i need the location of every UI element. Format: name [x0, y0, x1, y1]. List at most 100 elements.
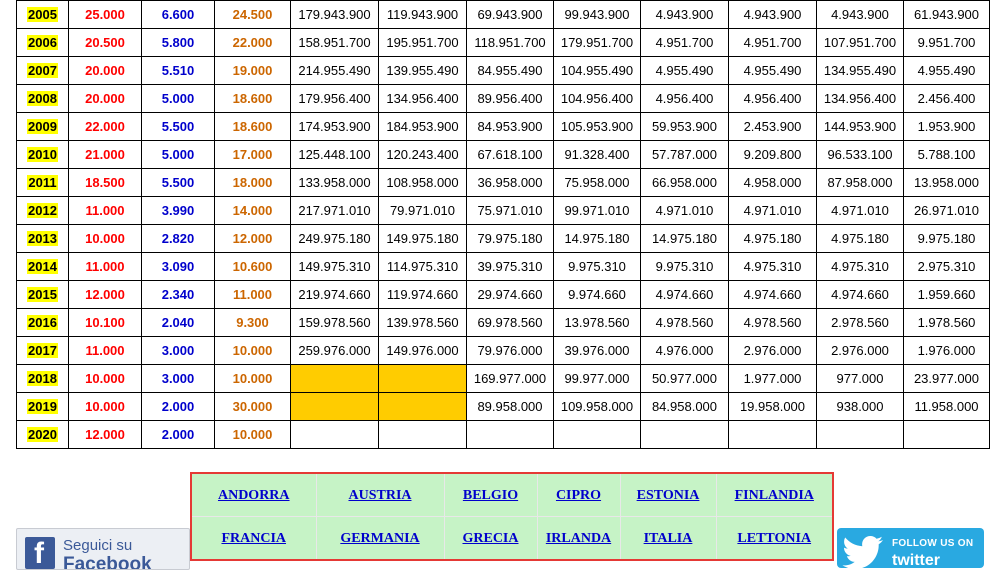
country-cell: LETTONIA: [715, 516, 834, 561]
country-link-cipro[interactable]: CIPRO: [555, 488, 602, 503]
twitter-line2: twitter: [892, 552, 940, 568]
mintage-c1-cell: 10.000: [68, 224, 142, 253]
value-cell: 9.974.660: [553, 280, 641, 309]
value-cell: [728, 420, 817, 449]
value-cell: 4.951.700: [640, 28, 729, 57]
value-cell: [640, 420, 729, 449]
value-cell: 14.975.180: [553, 224, 641, 253]
value-cell: 179.943.900: [290, 0, 379, 29]
country-link-germania[interactable]: GERMANIA: [340, 531, 420, 546]
mintage-c2-cell: 3.990: [141, 196, 215, 225]
mintage-c1-cell: 10.000: [68, 392, 142, 421]
year-cell: 2012: [16, 196, 69, 225]
table-row: 2015 12.000 2.340 11.000 219.974.660 119.974.…: [16, 280, 990, 309]
year-label: 2017: [27, 343, 58, 358]
mintage-c1-cell: 20.000: [68, 56, 142, 85]
value-cell: [466, 420, 554, 449]
value-cell: 118.951.700: [466, 28, 554, 57]
mintage-c3-cell: 18.600: [214, 112, 291, 141]
year-label: 2010: [27, 147, 58, 162]
value-cell: 67.618.100: [466, 140, 554, 169]
value-cell: [903, 420, 990, 449]
country-link-francia[interactable]: FRANCIA: [221, 531, 287, 546]
country-cell: GRECIA: [443, 516, 538, 561]
country-link-lettonia[interactable]: LETTONIA: [737, 531, 812, 546]
mintage-c2-cell: 2.040: [141, 308, 215, 337]
value-cell: 104.956.400: [553, 84, 641, 113]
country-link-austria[interactable]: AUSTRIA: [348, 488, 412, 503]
value-cell: 2.453.900: [728, 112, 817, 141]
coin-mintage-table-wrapper: 2005 25.000 6.600 24.500 179.943.900 119.943.…: [16, 0, 990, 449]
year-label: 2006: [27, 35, 58, 50]
value-cell: 149.976.000: [378, 336, 467, 365]
mintage-c3-cell: 10.000: [214, 364, 291, 393]
value-cell: 84.953.900: [466, 112, 554, 141]
country-link-irlanda[interactable]: IRLANDA: [545, 531, 612, 546]
value-cell: 29.974.660: [466, 280, 554, 309]
value-cell: 139.978.560: [378, 308, 467, 337]
value-cell: 174.953.900: [290, 112, 379, 141]
value-cell: 134.956.400: [816, 84, 904, 113]
year-label: 2018: [27, 371, 58, 386]
mintage-c1-cell: 11.000: [68, 336, 142, 365]
country-link-italia[interactable]: ITALIA: [643, 531, 693, 546]
year-label: 2009: [27, 119, 58, 134]
country-links-table: ANDORRA AUSTRIA BELGIO CIPRO ESTONIA FINLANDI…: [190, 472, 834, 561]
mintage-c2-cell: 5.500: [141, 112, 215, 141]
value-cell: 107.951.700: [816, 28, 904, 57]
value-cell: 36.958.000: [466, 168, 554, 197]
year-cell: 2014: [16, 252, 69, 281]
mintage-c2-cell: 6.600: [141, 0, 215, 29]
country-link-grecia[interactable]: GRECIA: [462, 531, 519, 546]
mintage-c1-cell: 25.000: [68, 0, 142, 29]
year-label: 2019: [27, 399, 58, 414]
country-row: ANDORRA AUSTRIA BELGIO CIPRO ESTONIA FINLANDI…: [190, 472, 834, 517]
year-cell: 2010: [16, 140, 69, 169]
highlighted-empty-cell: [290, 364, 379, 393]
year-cell: 2013: [16, 224, 69, 253]
mintage-c1-cell: 11.000: [68, 252, 142, 281]
value-cell: [816, 420, 904, 449]
table-row: 2013 10.000 2.820 12.000 249.975.180 149.975.…: [16, 224, 990, 253]
value-cell: 1.976.000: [903, 336, 990, 365]
value-cell: 2.456.400: [903, 84, 990, 113]
value-cell: 89.958.000: [466, 392, 554, 421]
value-cell: 105.953.900: [553, 112, 641, 141]
facebook-line1: Seguici su: [63, 537, 133, 554]
value-cell: 1.959.660: [903, 280, 990, 309]
facebook-follow-button[interactable]: f Seguici su Facebook: [16, 528, 190, 570]
value-cell: 114.975.310: [378, 252, 467, 281]
country-link-andorra[interactable]: ANDORRA: [217, 488, 290, 503]
country-cell: ITALIA: [619, 516, 717, 561]
value-cell: 149.975.180: [378, 224, 467, 253]
value-cell: 179.951.700: [553, 28, 641, 57]
value-cell: 11.958.000: [903, 392, 990, 421]
mintage-c3-cell: 12.000: [214, 224, 291, 253]
value-cell: 57.787.000: [640, 140, 729, 169]
twitter-follow-button[interactable]: FOLLOW US ON twitter: [837, 528, 984, 568]
country-link-belgio[interactable]: BELGIO: [462, 488, 519, 503]
year-label: 2014: [27, 259, 58, 274]
table-row: 2017 11.000 3.000 10.000 259.976.000 149.976.…: [16, 336, 990, 365]
year-cell: 2016: [16, 308, 69, 337]
country-link-estonia[interactable]: ESTONIA: [636, 488, 700, 503]
value-cell: 4.975.180: [816, 224, 904, 253]
year-label: 2016: [27, 315, 58, 330]
value-cell: 938.000: [816, 392, 904, 421]
year-cell: 2005: [16, 0, 69, 29]
country-link-finlandia[interactable]: FINLANDIA: [734, 488, 814, 503]
value-cell: [290, 420, 379, 449]
value-cell: 4.974.660: [816, 280, 904, 309]
mintage-c3-cell: 18.000: [214, 168, 291, 197]
value-cell: 69.978.560: [466, 308, 554, 337]
mintage-c1-cell: 10.100: [68, 308, 142, 337]
value-cell: 50.977.000: [640, 364, 729, 393]
value-cell: [378, 420, 467, 449]
table-row: 2016 10.100 2.040 9.300 159.978.560 139.978.5…: [16, 308, 990, 337]
value-cell: 4.974.660: [640, 280, 729, 309]
country-cell: FRANCIA: [190, 516, 317, 561]
country-cell: AUSTRIA: [315, 472, 445, 517]
highlighted-empty-cell: [378, 392, 467, 421]
value-cell: 2.976.000: [728, 336, 817, 365]
value-cell: 99.977.000: [553, 364, 641, 393]
